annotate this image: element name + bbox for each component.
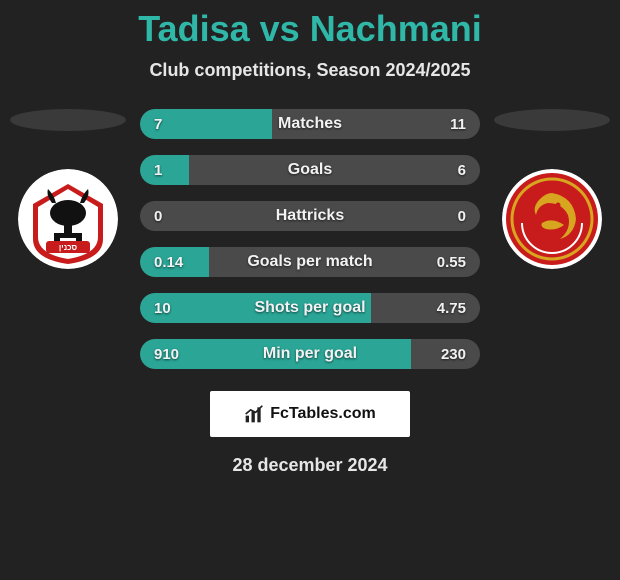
left-club-badge: סכנין: [18, 169, 118, 269]
subtitle: Club competitions, Season 2024/2025: [0, 60, 620, 81]
stat-label: Hattricks: [140, 201, 480, 231]
title-vs: vs: [260, 8, 300, 49]
attribution-text: FcTables.com: [270, 405, 376, 423]
comparison-card: Tadisa vs Nachmani Club competitions, Se…: [0, 0, 620, 476]
stat-right-value: 11: [450, 109, 466, 139]
stat-label: Shots per goal: [140, 293, 480, 323]
stat-bar: 10Shots per goal4.75: [140, 293, 480, 323]
stat-bar: 1Goals6: [140, 155, 480, 185]
right-club-badge: [502, 169, 602, 269]
stat-right-value: 230: [441, 339, 466, 369]
stat-right-value: 0: [458, 201, 466, 231]
stat-label: Matches: [140, 109, 480, 139]
bull-badge-icon: סכנין: [18, 169, 118, 269]
ellipse-shadow: [10, 109, 126, 131]
date-text: 28 december 2024: [0, 455, 620, 476]
left-badge-column: סכנין: [8, 109, 128, 269]
main-row: סכנין 7Matches11 1Goals6 0Hattricks0 0.14Go…: [0, 109, 620, 369]
player-left-name: Tadisa: [138, 8, 249, 49]
stat-bars: 7Matches11 1Goals6 0Hattricks0 0.14Goals pe…: [140, 109, 480, 369]
stat-bar: 910Min per goal230: [140, 339, 480, 369]
page-title: Tadisa vs Nachmani: [0, 8, 620, 50]
stat-right-value: 6: [458, 155, 466, 185]
stat-label: Min per goal: [140, 339, 480, 369]
svg-text:סכנין: סכנין: [59, 243, 78, 252]
stat-bar: 0.14Goals per match0.55: [140, 247, 480, 277]
ellipse-shadow: [494, 109, 610, 131]
stat-label: Goals per match: [140, 247, 480, 277]
stat-right-value: 0.55: [437, 247, 466, 277]
right-badge-column: [492, 109, 612, 269]
chart-icon: [244, 404, 264, 424]
player-right-name: Nachmani: [310, 8, 482, 49]
attribution-badge: FcTables.com: [210, 391, 410, 437]
stat-bar: 7Matches11: [140, 109, 480, 139]
stat-right-value: 4.75: [437, 293, 466, 323]
bird-badge-icon: [502, 169, 602, 269]
stat-bar: 0Hattricks0: [140, 201, 480, 231]
stat-label: Goals: [140, 155, 480, 185]
